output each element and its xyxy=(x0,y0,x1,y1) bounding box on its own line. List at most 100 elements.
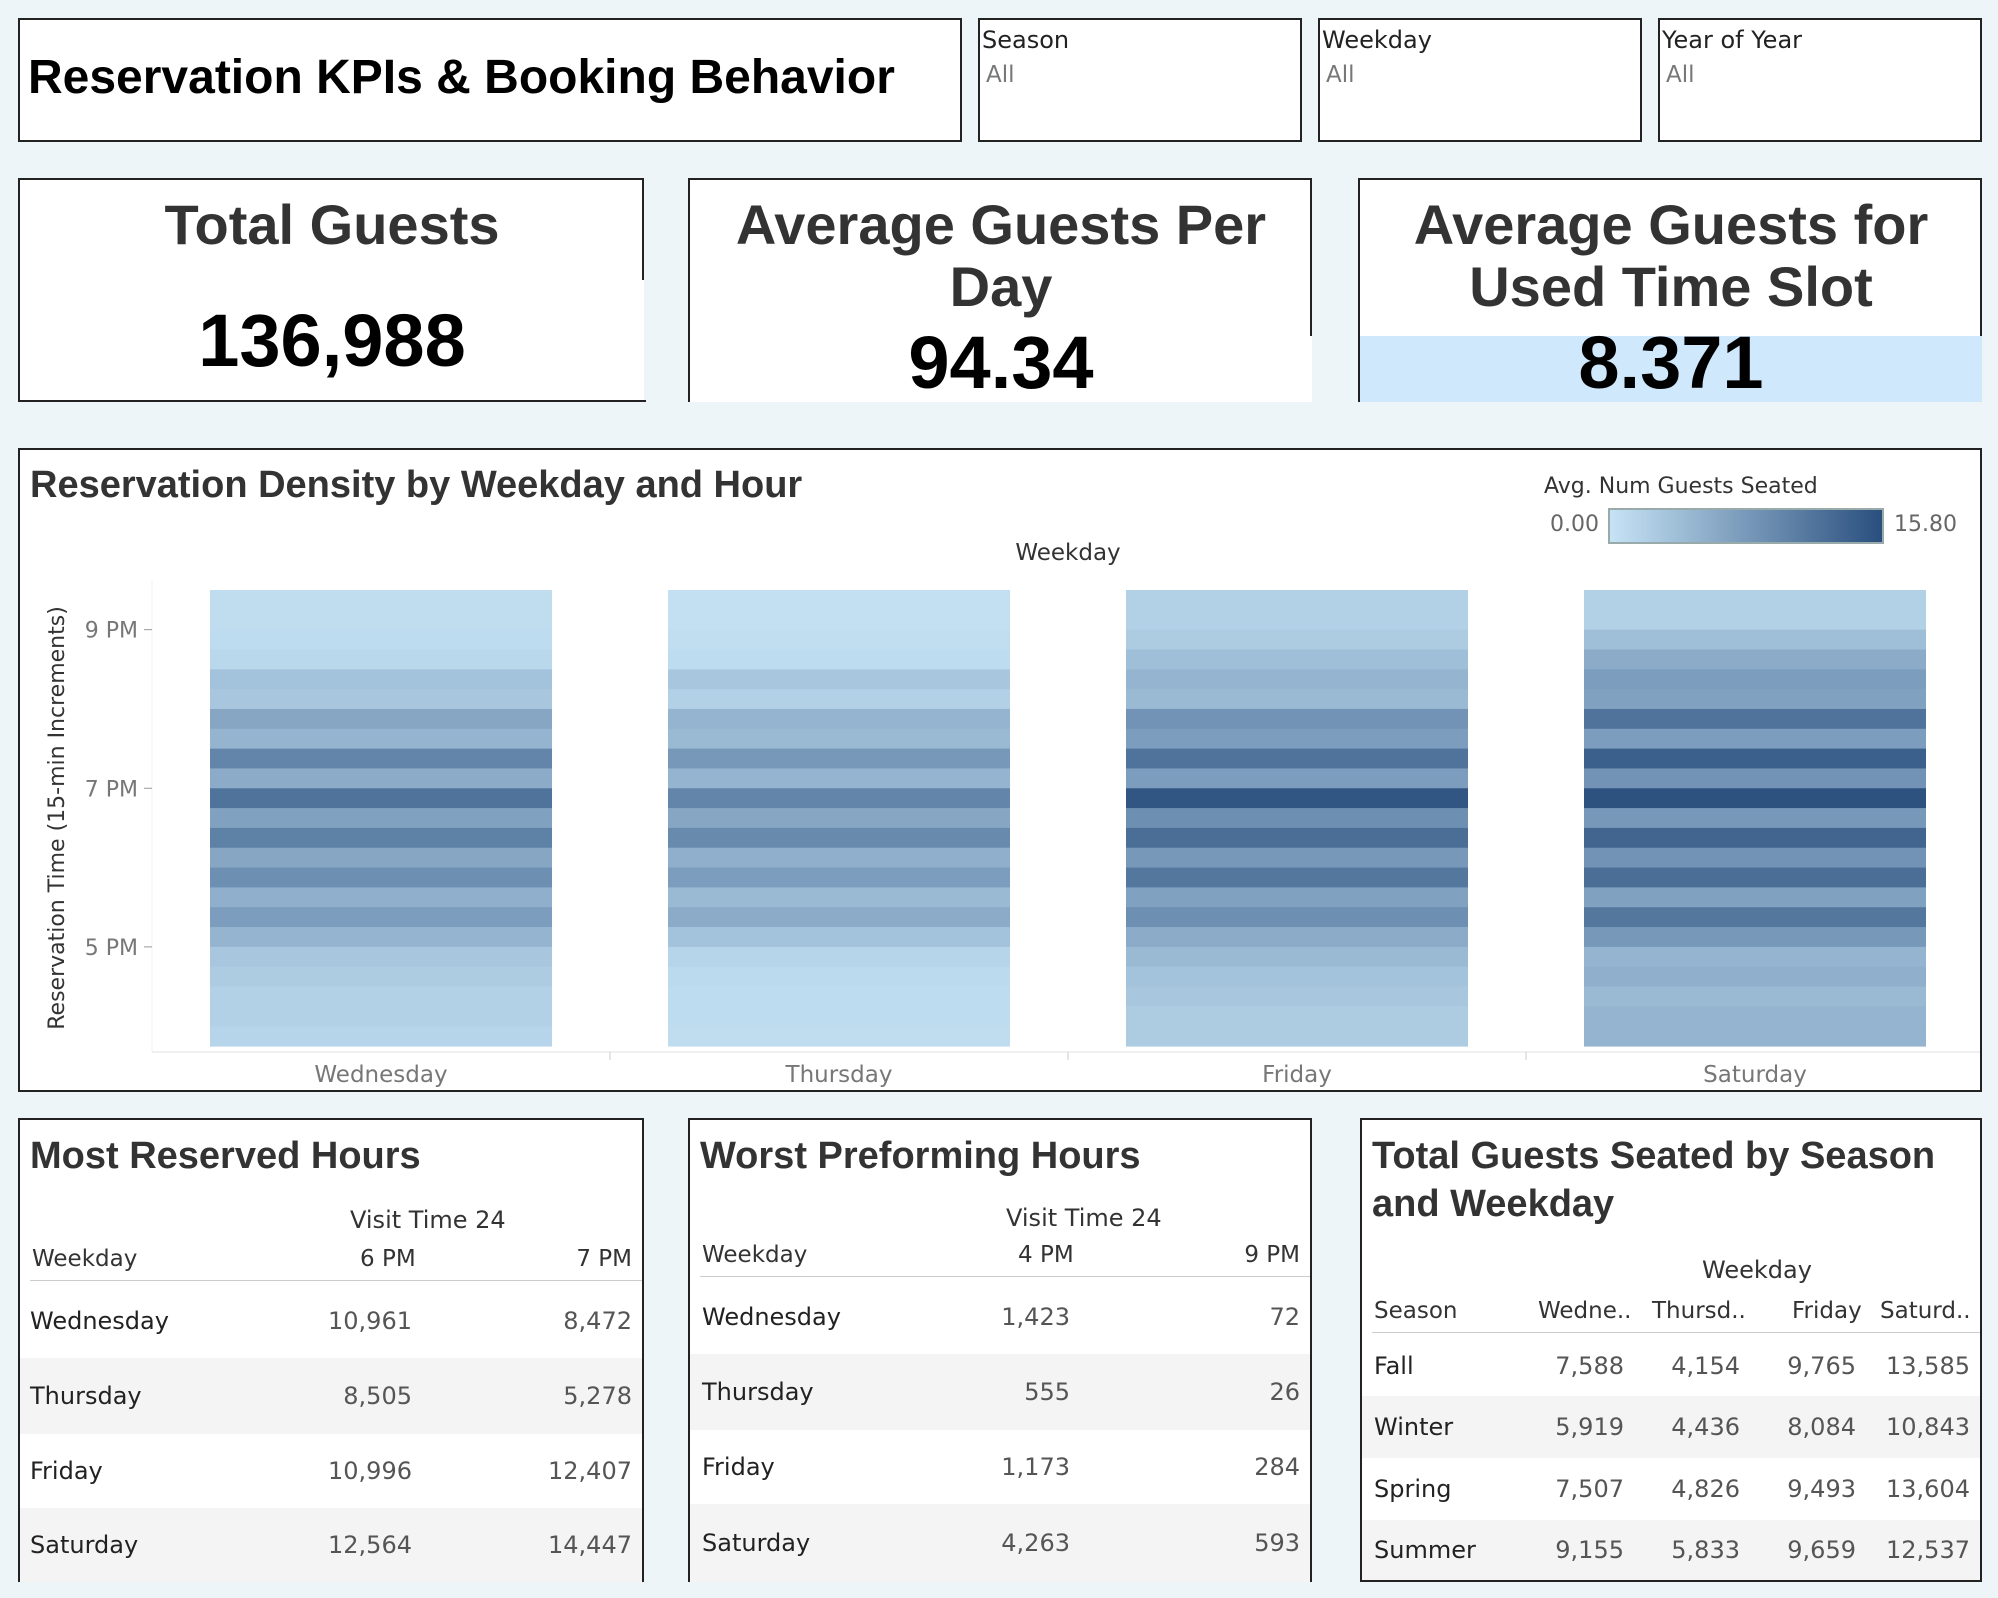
heatmap-cell xyxy=(1584,1026,1926,1047)
kpi-value: 8.371 xyxy=(1578,321,1764,404)
table-row: Thursday 555 26 xyxy=(690,1354,1310,1430)
x-tick-label: Wednesday xyxy=(314,1062,447,1088)
table-row: Summer 9,155 5,833 9,659 12,537 xyxy=(1362,1520,1980,1580)
kpi-avg-guests-used-slot: Average Guests for Used Time Slot 8.371 xyxy=(1358,178,1982,404)
heatmap-cell xyxy=(210,629,552,651)
table-row: Friday 1,173 284 xyxy=(690,1430,1310,1504)
kpi-title-line-1: Average Guests for xyxy=(1413,193,1929,256)
heatmap-cell xyxy=(1584,847,1926,869)
row-label: Friday xyxy=(702,1453,775,1481)
heatmap-cell xyxy=(1126,728,1468,750)
heatmap-cell xyxy=(1584,907,1926,928)
row-label: Thursday xyxy=(702,1378,814,1406)
cell-value: 4,436 xyxy=(1671,1413,1740,1441)
heatmap-cell xyxy=(210,1006,552,1027)
heatmap-cell xyxy=(668,669,1010,690)
y-tick-label: 5 PM xyxy=(85,936,138,961)
heatmap-cell xyxy=(210,1026,552,1047)
heatmap-title: Reservation Density by Weekday and Hour xyxy=(30,464,803,506)
heatmap-cell xyxy=(1126,986,1468,1007)
heatmap-cell xyxy=(1126,708,1468,730)
cell-value: 7,588 xyxy=(1555,1352,1624,1380)
heatmap-cell xyxy=(1584,748,1926,770)
cell-value: 14,447 xyxy=(548,1531,632,1559)
column-header: Wedne.. xyxy=(1538,1298,1632,1324)
heatmap-cell xyxy=(1126,788,1468,809)
heatmap-cell xyxy=(668,1006,1010,1027)
table-row: Thursday 8,505 5,278 xyxy=(20,1358,642,1434)
cell-value: 593 xyxy=(1254,1529,1300,1557)
heatmap-chart: Weekday Reservation Time (15-min Incremen… xyxy=(45,540,1980,1088)
cell-value: 4,263 xyxy=(1001,1529,1070,1557)
title-panel: Reservation KPIs & Booking Behavior xyxy=(18,18,962,142)
row-label: Thursday xyxy=(30,1382,142,1410)
heatmap-cell xyxy=(668,788,1010,809)
cell-value: 7,507 xyxy=(1555,1475,1624,1503)
x-tick-label: Saturday xyxy=(1703,1062,1807,1088)
column-group-label: Visit Time 24 xyxy=(1006,1204,1162,1232)
table-row: Wednesday 1,423 72 xyxy=(690,1280,1310,1354)
heatmap-cell xyxy=(1584,986,1926,1007)
heatmap-cell xyxy=(668,649,1010,670)
heatmap-cell xyxy=(668,847,1010,869)
row-label: Saturday xyxy=(702,1529,811,1557)
weekday-filter-value[interactable]: All xyxy=(1326,62,1355,88)
row-label: Summer xyxy=(1374,1536,1476,1564)
column-header: Friday xyxy=(1792,1298,1862,1324)
most-reserved-hours-table: Most Reserved Hours Visit Time 24 Weekda… xyxy=(18,1118,644,1582)
kpi-border xyxy=(1980,180,1982,336)
column-header: Thursd.. xyxy=(1652,1298,1746,1324)
kpi-title-line-2: Day xyxy=(949,255,1053,318)
cell-value: 13,585 xyxy=(1886,1352,1970,1380)
cell-value: 10,996 xyxy=(328,1457,412,1485)
heatmap-cell xyxy=(210,808,552,829)
kpi-title: Total Guests xyxy=(164,193,500,256)
cell-value: 10,843 xyxy=(1886,1413,1970,1441)
cell-value: 284 xyxy=(1254,1453,1300,1481)
cell-value: 12,537 xyxy=(1886,1536,1970,1564)
heatmap-cell xyxy=(1584,966,1926,988)
heatmap-cell xyxy=(1584,1006,1926,1027)
kpi-title-line-2: Used Time Slot xyxy=(1469,255,1873,318)
heatmap-cell xyxy=(1126,927,1468,948)
heatmap-cell xyxy=(210,946,552,968)
legend-max: 15.80 xyxy=(1894,512,1957,537)
year-filter-value[interactable]: All xyxy=(1666,62,1695,88)
heatmap-cell xyxy=(210,887,552,908)
cell-value: 555 xyxy=(1024,1378,1070,1406)
heatmap-cell xyxy=(1126,887,1468,908)
page-title: Reservation KPIs & Booking Behavior xyxy=(28,51,895,104)
heatmap-cell xyxy=(210,609,552,631)
weekday-filter[interactable]: Weekday All xyxy=(1318,18,1642,142)
column-group-label: Weekday xyxy=(1702,1256,1812,1284)
season-filter-value[interactable]: All xyxy=(986,62,1015,88)
heatmap-cell xyxy=(1584,669,1926,690)
heatmap-cell xyxy=(1126,1026,1468,1047)
heatmap-cell xyxy=(1584,867,1926,888)
cell-value: 12,407 xyxy=(548,1457,632,1485)
kpi-value: 136,988 xyxy=(198,299,466,382)
heatmap-cell xyxy=(668,590,1010,611)
column-header: 9 PM xyxy=(1244,1242,1300,1268)
heatmap-cell xyxy=(1584,808,1926,829)
heatmap-cell xyxy=(1584,946,1926,968)
heatmap-cell xyxy=(1584,827,1926,849)
season-weekday-table: Total Guests Seated by Season and Weekda… xyxy=(1360,1118,1982,1582)
cell-value: 12,564 xyxy=(328,1531,412,1559)
heatmap-cell xyxy=(668,768,1010,789)
heatmap-cell xyxy=(210,748,552,770)
heatmap-cell xyxy=(1126,966,1468,988)
heatmap-cell xyxy=(210,927,552,948)
weekday-filter-label: Weekday xyxy=(1322,26,1432,54)
row-header: Weekday xyxy=(32,1246,138,1272)
row-label: Saturday xyxy=(30,1531,139,1559)
cell-value: 26 xyxy=(1269,1378,1300,1406)
year-filter[interactable]: Year of Year All xyxy=(1658,18,1982,142)
heatmap-cell xyxy=(210,669,552,690)
season-filter[interactable]: Season All xyxy=(978,18,1302,142)
heatmap-cell xyxy=(1126,867,1468,888)
heatmap-cell xyxy=(1584,927,1926,948)
heatmap-cell xyxy=(210,867,552,888)
heatmap-cell xyxy=(210,966,552,988)
table-title: Worst Preforming Hours xyxy=(700,1135,1141,1177)
